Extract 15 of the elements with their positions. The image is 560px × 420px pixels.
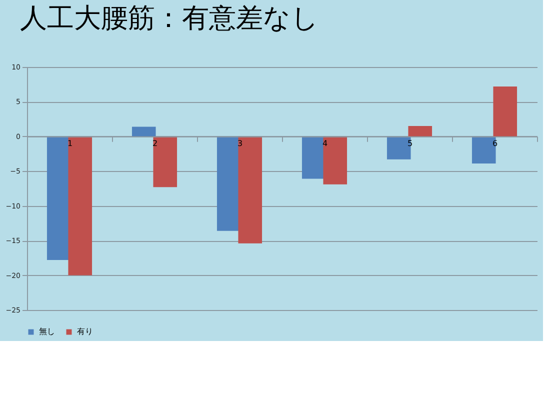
bar xyxy=(472,136,496,164)
bar xyxy=(238,136,262,244)
legend-label: 無し xyxy=(39,327,55,336)
bar xyxy=(493,86,518,136)
bar xyxy=(68,136,92,276)
bar xyxy=(132,126,156,136)
x-tick-label: 1 xyxy=(67,138,73,148)
x-tick-label: 2 xyxy=(152,138,158,148)
legend-label: 有り xyxy=(77,327,93,336)
chart-title: 人工大腰筋：有意差なし xyxy=(20,3,320,34)
bar xyxy=(408,126,432,136)
bar xyxy=(386,136,411,160)
bar xyxy=(323,136,348,184)
x-tick-label: 3 xyxy=(237,138,243,148)
bar xyxy=(153,136,178,188)
